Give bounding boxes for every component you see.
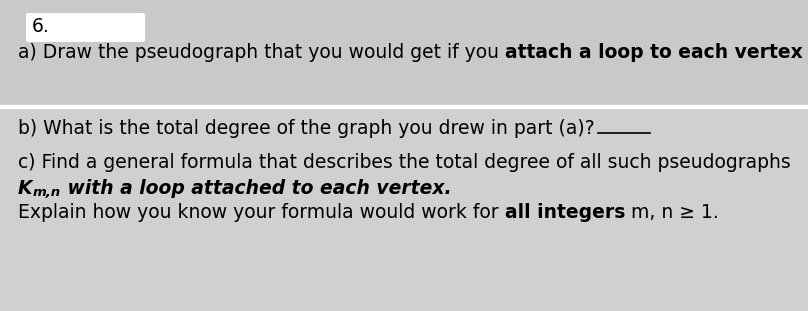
Bar bbox=[0, 0, 808, 106]
Text: c) Find a general formula that describes the total degree of all such pseudograp: c) Find a general formula that describes… bbox=[18, 154, 791, 173]
Text: attach a loop to each vertex: attach a loop to each vertex bbox=[505, 44, 803, 63]
Text: with a loop attached to each vertex.: with a loop attached to each vertex. bbox=[61, 179, 451, 197]
Text: Explain how you know your formula would work for: Explain how you know your formula would … bbox=[18, 203, 505, 222]
Bar bbox=[0, 105, 808, 108]
Text: m, n ≥ 1.: m, n ≥ 1. bbox=[625, 203, 719, 222]
Bar bbox=[0, 106, 808, 311]
Text: b) What is the total degree of the graph you drew in part (a)?: b) What is the total degree of the graph… bbox=[18, 118, 595, 137]
Text: all integers: all integers bbox=[505, 203, 625, 222]
FancyBboxPatch shape bbox=[26, 13, 145, 42]
Text: a) Draw the pseudograph that you would get if you: a) Draw the pseudograph that you would g… bbox=[18, 44, 505, 63]
Text: m,n: m,n bbox=[32, 185, 61, 198]
Text: K: K bbox=[18, 179, 32, 197]
Text: 6.: 6. bbox=[32, 16, 50, 35]
Text: of K: of K bbox=[803, 44, 808, 63]
